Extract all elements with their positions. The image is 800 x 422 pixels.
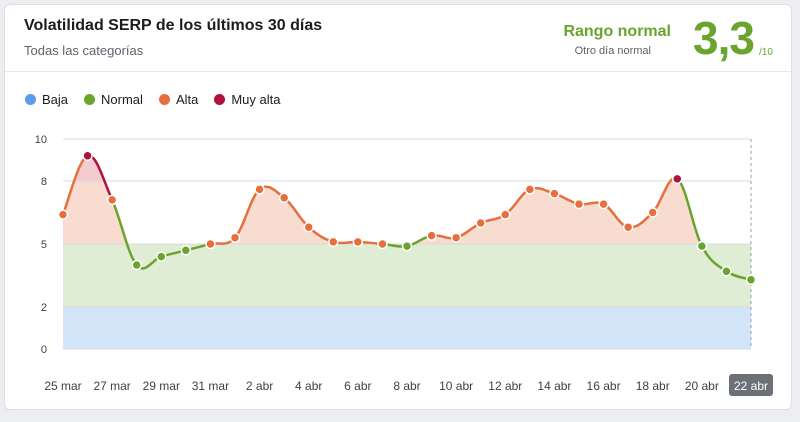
legend-label: Muy alta [231, 92, 281, 107]
card-title: Volatilidad SERP de los últimos 30 días [24, 17, 323, 34]
data-point [672, 173, 683, 185]
data-point [278, 192, 290, 204]
data-point [156, 251, 167, 262]
data-point [524, 184, 536, 195]
data-point [352, 236, 364, 248]
data-point [303, 221, 314, 233]
volatility-score-max: /10 [759, 47, 773, 58]
x-tick-label: 25 mar [44, 379, 81, 393]
data-point [721, 266, 732, 277]
x-tick-label: 27 mar [93, 379, 130, 393]
x-tick-label: 6 abr [344, 379, 371, 393]
band-normal [63, 244, 751, 307]
card-subtitle: Todas las categorías [24, 43, 144, 58]
card-header: Volatilidad SERP de los últimos 30 días … [5, 5, 791, 72]
x-tick-label: 31 mar [192, 379, 229, 393]
data-point [401, 240, 413, 252]
x-tick-label: 2 abr [246, 379, 273, 393]
x-tick-highlight-badge [729, 374, 773, 396]
volatility-chart: 0 2 5 8 10 25 mar 27 mar 29 mar 31 mar 2 abr 4 abr… [35, 134, 773, 396]
y-tick-label: 5 [41, 239, 47, 251]
data-point [500, 209, 511, 220]
x-tick-label: 22 abr [734, 379, 768, 393]
legend-label: Alta [175, 92, 199, 107]
y-tick-label: 10 [35, 134, 47, 146]
volatility-score: 3,3 [693, 12, 755, 64]
band-baja [63, 307, 751, 349]
data-point [82, 150, 93, 162]
x-tick-label: 18 abr [636, 379, 670, 393]
data-point [745, 274, 757, 285]
legend-dot-icon [214, 94, 226, 105]
legend-label: Baja [42, 92, 69, 107]
x-tick-label: 29 mar [143, 379, 180, 393]
data-point [426, 230, 437, 241]
data-point [254, 184, 265, 195]
legend-item-muy-alta[interactable]: Muy alta [214, 92, 280, 107]
data-point [328, 236, 339, 248]
x-tick-label: 14 abr [537, 379, 571, 393]
y-tick-label: 0 [41, 344, 47, 356]
legend-item-normal[interactable]: Normal [84, 92, 143, 107]
data-point [475, 217, 486, 229]
data-point [549, 188, 560, 199]
x-tick-label: 10 abr [439, 379, 473, 393]
data-point [205, 238, 216, 250]
data-point [106, 194, 118, 206]
data-point [598, 198, 609, 210]
legend-item-alta[interactable]: Alta [158, 92, 199, 107]
x-tick-label: 4 abr [295, 379, 322, 393]
legend-dot-icon [25, 94, 36, 105]
data-point [622, 221, 634, 233]
y-tick-label: 2 [41, 302, 47, 314]
legend-label: Normal [101, 92, 143, 107]
range-sub: Otro día normal [574, 45, 651, 57]
legend: Baja Normal Alta Muy alta [25, 92, 280, 107]
y-tick-label: 8 [41, 176, 47, 188]
data-point [180, 245, 192, 256]
range-label: Rango normal [563, 23, 671, 40]
x-tick-label: 12 abr [488, 379, 522, 393]
data-point [573, 198, 585, 210]
data-point [377, 238, 388, 250]
x-tick-label: 16 abr [587, 379, 621, 393]
data-point [131, 259, 142, 271]
data-point [450, 232, 462, 243]
legend-item-baja[interactable]: Baja [25, 92, 68, 107]
data-point [696, 240, 708, 252]
volatility-card: Volatilidad SERP de los últimos 30 días … [4, 4, 792, 410]
x-tick-label: 8 abr [393, 379, 420, 393]
legend-dot-icon [84, 94, 96, 105]
data-point [57, 209, 69, 220]
legend-dot-icon [158, 94, 170, 105]
data-point [229, 232, 241, 243]
band-muy-alta [63, 155, 751, 181]
data-point [647, 207, 658, 218]
x-tick-label: 20 abr [685, 379, 719, 393]
